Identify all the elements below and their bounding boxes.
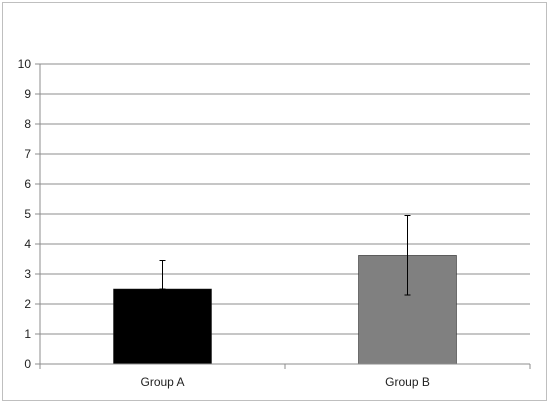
y-tick-label-4: 4: [24, 237, 31, 251]
bars: [113, 255, 457, 365]
y-tick-label-6: 6: [24, 177, 31, 191]
x-category-label-group-a: Group A: [140, 375, 184, 389]
y-tick-label-9: 9: [24, 87, 31, 101]
y-axis-ticks: 0 1 2 3 4 5 6 7 8 9 10: [18, 57, 40, 371]
y-tick-label-7: 7: [24, 147, 31, 161]
x-axis-labels: Group A Group B: [140, 375, 429, 389]
x-category-label-group-b: Group B: [385, 375, 430, 389]
y-tick-label-10: 10: [18, 57, 32, 71]
y-tick-label-3: 3: [24, 267, 31, 281]
y-tick-label-2: 2: [24, 297, 31, 311]
y-tick-label-8: 8: [24, 117, 31, 131]
error-bars: [159, 215, 411, 296]
y-tick-label-5: 5: [24, 207, 31, 221]
y-tick-label-0: 0: [24, 357, 31, 371]
axes: [39, 64, 531, 369]
y-tick-label-1: 1: [24, 327, 31, 341]
bar-group-a: [113, 288, 212, 365]
